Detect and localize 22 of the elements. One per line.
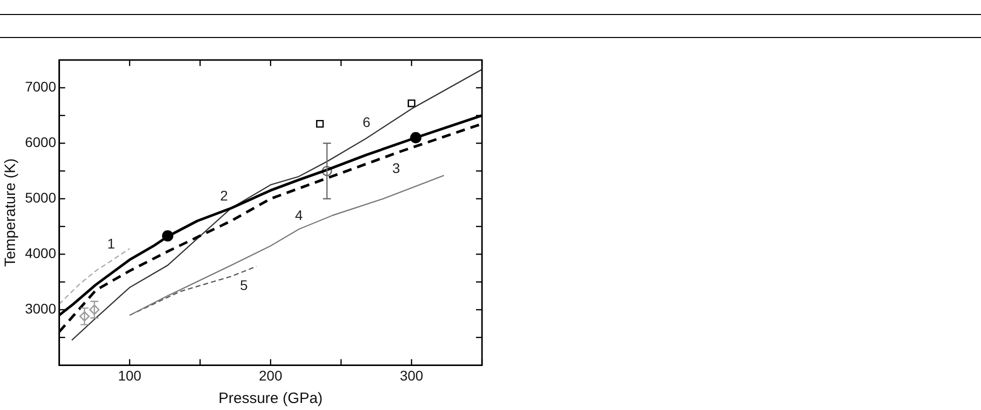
series-label: 3 <box>392 160 400 176</box>
y-tick-label: 5000 <box>24 190 56 206</box>
x-tick-label: 100 <box>118 367 142 384</box>
series-label: 4 <box>295 207 304 224</box>
y-tick-label: 4000 <box>24 245 56 262</box>
point <box>89 304 100 315</box>
x-tick-label: 200 <box>258 367 282 384</box>
y-tick-label: 6000 <box>24 134 56 150</box>
point <box>79 311 90 322</box>
line-series <box>59 248 130 305</box>
y-tick-label: 3000 <box>24 300 56 317</box>
point <box>322 166 332 176</box>
series-label: 6 <box>362 114 371 130</box>
y-axis-title: Temperature (K) <box>2 158 20 267</box>
series-label: 5 <box>240 277 248 294</box>
point <box>408 99 416 108</box>
series-label: 2 <box>220 188 228 204</box>
x-axis-title: Pressure (GPa) <box>218 390 323 408</box>
point <box>316 120 324 128</box>
y-tick-label: 7000 <box>24 78 56 95</box>
series-label: 1 <box>107 236 116 252</box>
x-tick-label: 300 <box>400 367 424 384</box>
